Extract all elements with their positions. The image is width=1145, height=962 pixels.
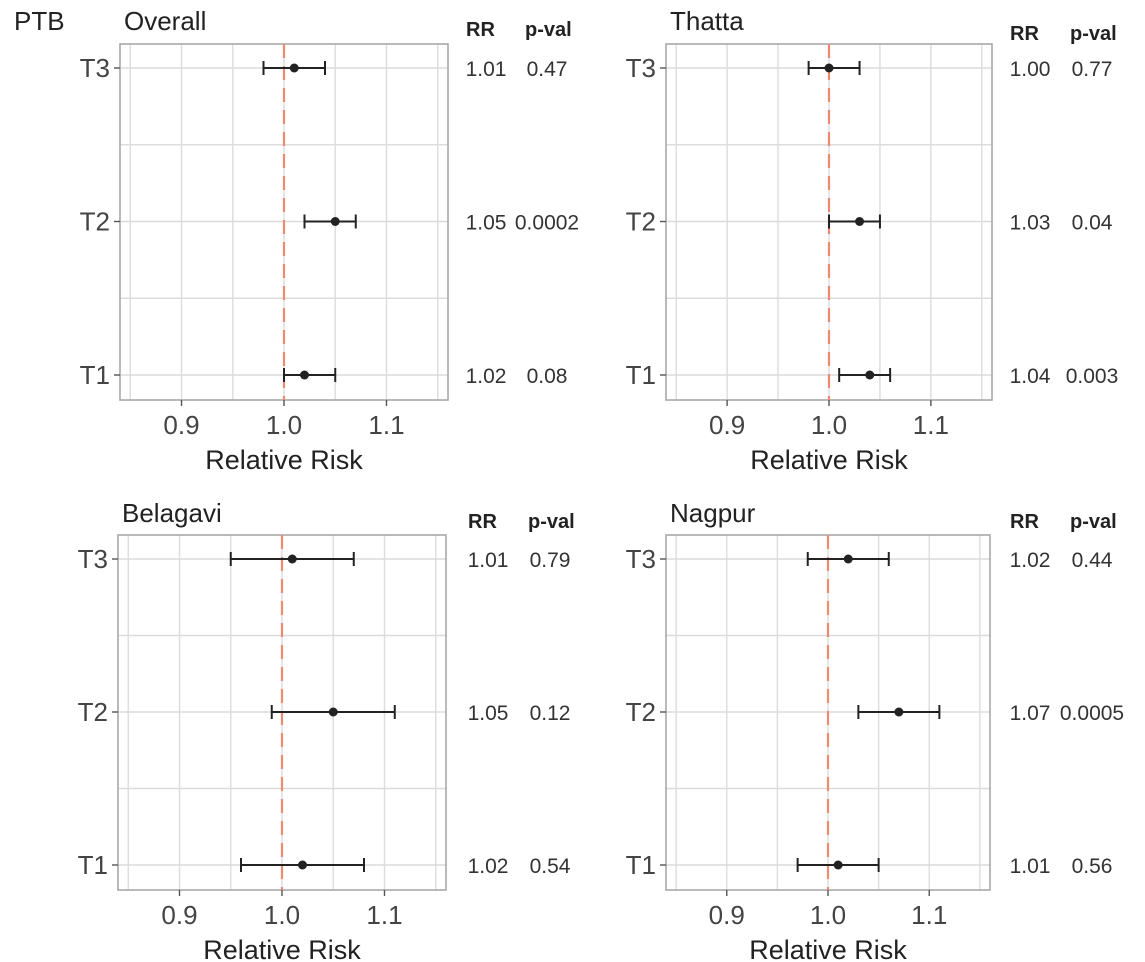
pval-column-header: p-val bbox=[525, 19, 572, 41]
x-axis-title: Relative Risk bbox=[750, 445, 908, 475]
rr-column-header: RR bbox=[1010, 23, 1039, 45]
rr-column-header: RR bbox=[468, 511, 497, 533]
category-label: T2 bbox=[78, 697, 108, 727]
category-label: T1 bbox=[626, 360, 656, 390]
pval-value: 0.77 bbox=[1072, 58, 1113, 81]
pval-value: 0.0005 bbox=[1060, 702, 1124, 725]
x-axis-title: Relative Risk bbox=[205, 445, 363, 475]
panel-title: Nagpur bbox=[670, 498, 756, 528]
category-label: T2 bbox=[626, 207, 656, 237]
category-label: T3 bbox=[626, 53, 656, 83]
x-tick-label: 0.9 bbox=[709, 410, 745, 440]
pval-value: 0.12 bbox=[530, 702, 571, 725]
x-tick-label: 1.1 bbox=[913, 410, 949, 440]
rr-value: 1.01 bbox=[1010, 855, 1051, 878]
rr-value: 1.02 bbox=[466, 365, 507, 388]
x-tick-label: 0.9 bbox=[709, 900, 745, 930]
pval-value: 0.44 bbox=[1072, 549, 1113, 572]
x-tick-label: 0.9 bbox=[163, 410, 199, 440]
category-label: T3 bbox=[626, 544, 656, 574]
panel-title: Belagavi bbox=[122, 498, 222, 528]
x-tick-label: 1.0 bbox=[266, 410, 302, 440]
rr-value: 1.01 bbox=[466, 58, 507, 81]
pval-column-header: p-val bbox=[1070, 23, 1117, 45]
estimate-point bbox=[865, 370, 875, 380]
rr-value: 1.04 bbox=[1010, 365, 1051, 388]
category-label: T1 bbox=[80, 360, 110, 390]
estimate-point bbox=[328, 707, 338, 717]
estimate-point bbox=[894, 707, 904, 717]
x-tick-label: 1.1 bbox=[368, 410, 404, 440]
pval-value: 0.003 bbox=[1066, 365, 1119, 388]
rr-value: 1.02 bbox=[468, 855, 509, 878]
x-tick-label: 1.1 bbox=[911, 900, 947, 930]
x-axis-title: Relative Risk bbox=[203, 935, 361, 962]
category-label: T1 bbox=[626, 850, 656, 880]
rr-column-header: RR bbox=[466, 19, 495, 41]
estimate-point bbox=[298, 860, 307, 870]
x-tick-label: 0.9 bbox=[161, 900, 197, 930]
figure-label: PTB bbox=[14, 6, 65, 36]
x-tick-label: 1.0 bbox=[810, 900, 846, 930]
x-tick-label: 1.0 bbox=[264, 900, 300, 930]
category-label: T3 bbox=[80, 53, 110, 83]
estimate-point bbox=[300, 370, 309, 380]
pval-column-header: p-val bbox=[1070, 511, 1117, 533]
panel-belagavi: Belagavi RR p-val T3 1.01 0.79 T2 1.05 0.12 T1 1.0… bbox=[78, 498, 575, 962]
x-tick-label: 1.1 bbox=[366, 900, 402, 930]
pval-value: 0.08 bbox=[527, 365, 568, 388]
category-label: T2 bbox=[80, 207, 110, 237]
rr-value: 1.07 bbox=[1010, 702, 1051, 725]
rr-value: 1.02 bbox=[1010, 549, 1051, 572]
rr-value: 1.05 bbox=[466, 212, 507, 235]
pval-value: 0.0002 bbox=[515, 212, 579, 235]
pval-value: 0.79 bbox=[530, 549, 571, 572]
estimate-point bbox=[855, 217, 865, 226]
panel-title: Thatta bbox=[670, 6, 744, 36]
x-tick-label: 1.0 bbox=[811, 410, 847, 440]
pval-column-header: p-val bbox=[528, 511, 575, 533]
estimate-point bbox=[824, 63, 834, 73]
category-label: T3 bbox=[78, 544, 108, 574]
category-label: T2 bbox=[626, 697, 656, 727]
pval-value: 0.47 bbox=[527, 58, 568, 81]
x-axis-title: Relative Risk bbox=[749, 935, 907, 962]
rr-column-header: RR bbox=[1010, 511, 1039, 533]
pval-value: 0.56 bbox=[1072, 855, 1113, 878]
pval-value: 0.04 bbox=[1072, 212, 1113, 235]
estimate-point bbox=[843, 554, 853, 564]
estimate-point bbox=[330, 217, 340, 226]
estimate-point bbox=[287, 554, 297, 564]
estimate-point bbox=[833, 860, 843, 870]
pval-value: 0.54 bbox=[530, 855, 571, 878]
estimate-point bbox=[289, 63, 299, 73]
panels-container: Overall RR p-val T3 1.01 0.47 T2 1.05 0.0002 T1 1.… bbox=[78, 6, 1124, 962]
panel-title: Overall bbox=[124, 6, 206, 36]
rr-value: 1.03 bbox=[1010, 212, 1051, 235]
category-label: T1 bbox=[78, 850, 108, 880]
rr-value: 1.00 bbox=[1010, 58, 1051, 81]
rr-value: 1.05 bbox=[468, 702, 509, 725]
rr-value: 1.01 bbox=[468, 549, 509, 572]
panel-nagpur: Nagpur RR p-val T3 1.02 0.44 T2 1.07 0.0005 T1 1.0… bbox=[626, 498, 1124, 962]
panel-overall: Overall RR p-val T3 1.01 0.47 T2 1.05 0.0002 T1 1.… bbox=[80, 6, 579, 475]
panel-thatta: Thatta RR p-val T3 1.00 0.77 T2 1.03 0.04 T1 1.04 0… bbox=[626, 6, 1119, 475]
